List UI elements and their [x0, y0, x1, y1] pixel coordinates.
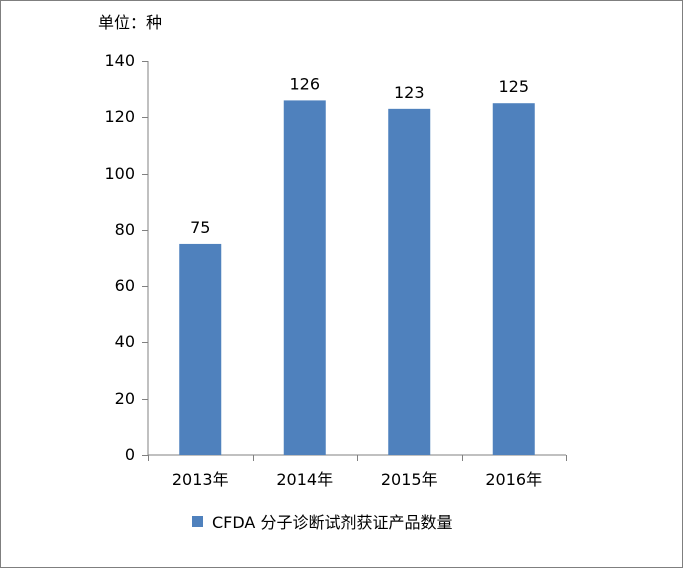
- data-label: 126: [289, 74, 320, 93]
- y-tick-label: 0: [125, 445, 135, 464]
- x-tick-label: 2013年: [172, 470, 229, 489]
- y-tick-label: 100: [104, 164, 135, 183]
- unit-label: 单位：种: [98, 13, 162, 32]
- y-tick-label: 140: [104, 51, 135, 70]
- x-tick-label: 2015年: [381, 470, 438, 489]
- y-tick-label: 40: [115, 332, 135, 351]
- y-tick-label: 80: [115, 220, 135, 239]
- x-axis-ticks: 2013年 2014年 2015年 2016年: [148, 455, 567, 489]
- data-label: 123: [394, 83, 425, 102]
- legend-label: CFDA 分子诊断试剂获证产品数量: [212, 513, 452, 532]
- bar: [492, 103, 535, 455]
- data-label: 125: [498, 77, 529, 96]
- data-labels: 75 126 123 125: [190, 74, 529, 237]
- bar-series: [179, 100, 535, 456]
- bar: [179, 243, 222, 455]
- y-tick-label: 60: [115, 276, 135, 295]
- y-axis-ticks: 0 20 40 60 80 100 120 140: [104, 51, 148, 464]
- bar: [283, 100, 326, 456]
- x-tick-label: 2016年: [485, 470, 542, 489]
- bar: [388, 108, 431, 455]
- data-label: 75: [190, 218, 210, 237]
- y-tick-label: 20: [115, 389, 135, 408]
- legend: CFDA 分子诊断试剂获证产品数量: [192, 513, 452, 532]
- x-tick-label: 2014年: [276, 470, 333, 489]
- legend-swatch: [192, 516, 203, 527]
- y-tick-label: 120: [104, 107, 135, 126]
